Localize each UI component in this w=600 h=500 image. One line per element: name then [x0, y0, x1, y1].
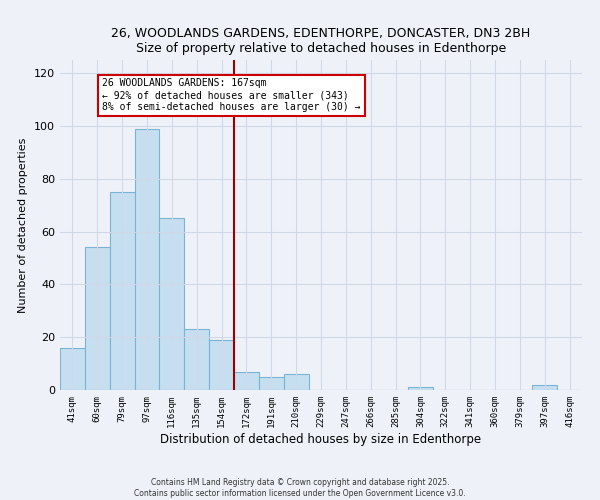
Bar	[532, 384, 557, 390]
Bar	[110, 192, 134, 390]
Bar	[408, 388, 433, 390]
Bar	[209, 340, 234, 390]
Bar	[259, 377, 284, 390]
Bar	[160, 218, 184, 390]
Y-axis label: Number of detached properties: Number of detached properties	[19, 138, 28, 312]
Bar	[184, 330, 209, 390]
X-axis label: Distribution of detached houses by size in Edenthorpe: Distribution of detached houses by size …	[160, 432, 482, 446]
Bar	[60, 348, 85, 390]
Text: Contains HM Land Registry data © Crown copyright and database right 2025.
Contai: Contains HM Land Registry data © Crown c…	[134, 478, 466, 498]
Bar	[134, 128, 160, 390]
Bar	[284, 374, 308, 390]
Bar	[234, 372, 259, 390]
Text: 26 WOODLANDS GARDENS: 167sqm
← 92% of detached houses are smaller (343)
8% of se: 26 WOODLANDS GARDENS: 167sqm ← 92% of de…	[102, 78, 361, 112]
Title: 26, WOODLANDS GARDENS, EDENTHORPE, DONCASTER, DN3 2BH
Size of property relative : 26, WOODLANDS GARDENS, EDENTHORPE, DONCA…	[112, 26, 530, 54]
Bar	[85, 248, 110, 390]
